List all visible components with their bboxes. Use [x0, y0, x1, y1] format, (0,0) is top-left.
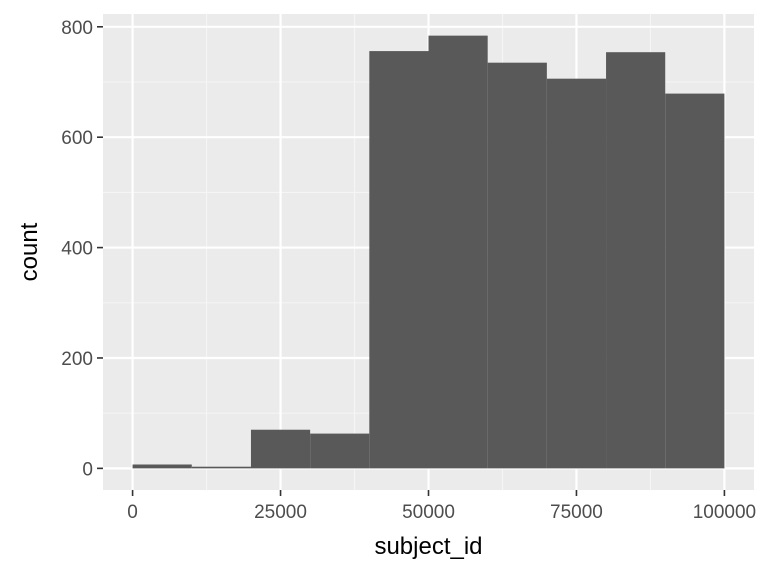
histogram-bar	[369, 51, 429, 469]
axis-ticks	[97, 26, 726, 496]
y-tick-label: 800	[61, 18, 93, 39]
x-tick-label: 0	[127, 502, 138, 523]
histogram-bar	[428, 35, 488, 469]
x-axis-tick-labels: 0 25000 50000 75000 100000	[127, 502, 756, 523]
histogram-bar	[487, 62, 547, 469]
histogram-bar	[546, 78, 607, 469]
x-tick-label: 50000	[402, 502, 455, 523]
histogram-bar	[606, 52, 666, 469]
y-axis-title: count	[16, 222, 43, 281]
histogram-bar	[665, 93, 725, 469]
histogram-bars	[132, 35, 725, 469]
y-axis-tick-labels: 0 200 400 600 800	[61, 18, 93, 481]
histogram-bar	[310, 433, 370, 469]
histogram-bar	[250, 429, 311, 469]
histogram-bar	[191, 466, 251, 469]
x-tick-label: 100000	[693, 502, 756, 523]
y-tick-label: 400	[61, 239, 93, 260]
y-tick-label: 600	[61, 128, 93, 149]
x-tick-label: 25000	[254, 502, 307, 523]
y-tick-label: 0	[82, 459, 93, 480]
x-tick-label: 75000	[550, 502, 603, 523]
histogram-bar	[132, 464, 192, 469]
x-axis-title: subject_id	[374, 533, 482, 560]
y-tick-label: 200	[61, 349, 93, 370]
